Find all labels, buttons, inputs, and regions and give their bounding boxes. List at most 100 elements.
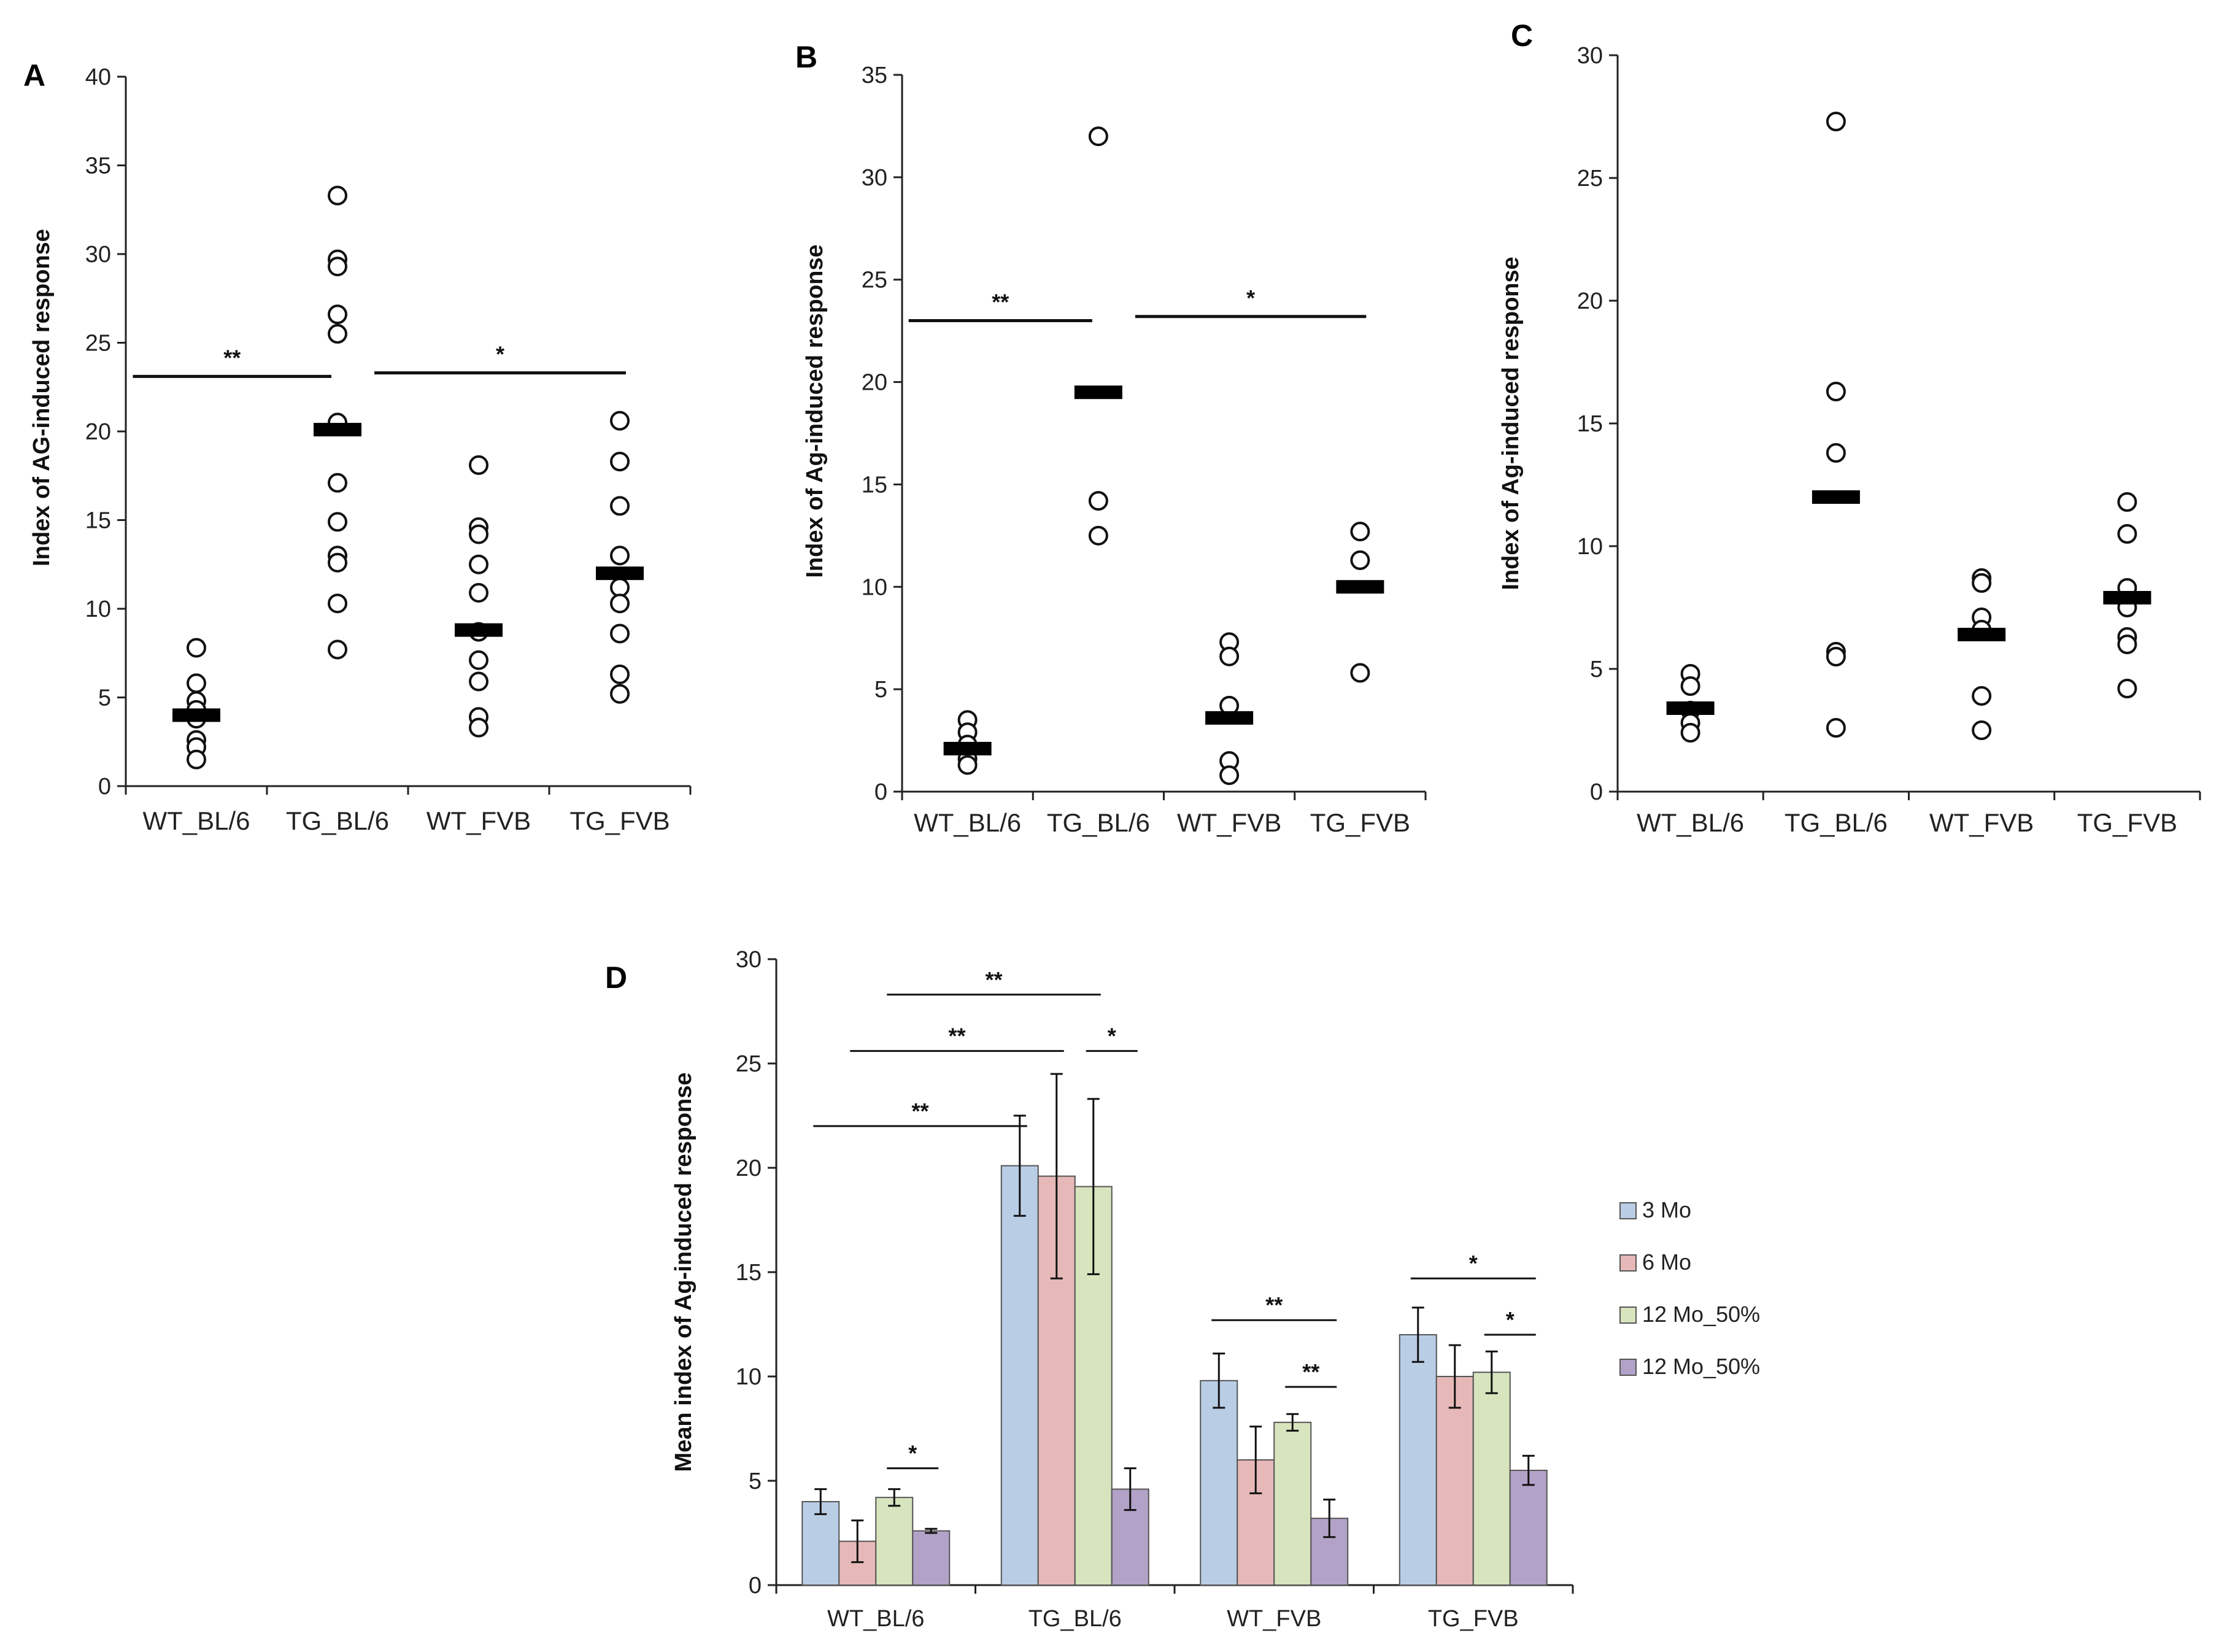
significance-label: ** [992,289,1009,314]
significance-label: ** [1265,1292,1283,1318]
data-point [610,411,630,431]
data-point [610,452,630,472]
median-bar [2103,591,2151,604]
data-point [1219,646,1240,666]
data-point [328,324,347,344]
x-tick-label: TG_FVB [2077,808,2177,837]
data-point [1826,443,1846,463]
bar [1472,1372,1511,1586]
x-tick-label: TG_BL/6 [1028,1606,1122,1632]
x-tick-label: TG_FVB [1310,808,1410,837]
significance-label: ** [985,967,1002,992]
bar [1509,1470,1548,1586]
y-tick-label: 10 [85,596,111,622]
legend-swatch [1619,1307,1637,1324]
y-axis-label: Index of AG-induced response [29,229,55,566]
significance-label: * [1506,1307,1515,1332]
bar [801,1501,840,1586]
y-tick-label: 25 [736,1051,762,1077]
data-point [610,577,630,598]
y-tick-label: 35 [862,63,887,88]
data-point [1350,663,1370,683]
bar [1435,1376,1474,1586]
panel-b: B 0 5 10 15 20 25 30 35 WT_BL/6 TG_BL/6 WT_FVB TG_FV… [795,40,1427,837]
data-point [1826,112,1846,131]
significance-label: * [1246,285,1255,311]
y-tick-label: 20 [862,370,887,396]
data-point [469,524,488,544]
data-point [1826,718,1846,738]
data-point [328,593,347,614]
significance-label: ** [911,1098,928,1124]
x-tick-label: TG_FVB [1428,1606,1519,1632]
y-tick-label: 10 [1577,534,1603,560]
panel-d: D 0 5 10 15 20 25 30 WT_BL/6 TG_BL/6 WT_FVB TG_FVB M… [605,947,1574,1632]
y-tick-label: 5 [874,677,887,703]
data-point [2117,679,2137,698]
significance-label: ** [948,1024,965,1049]
x-tick-label: WT_FVB [426,806,531,835]
data-point [1350,550,1370,570]
legend-label: 3 Mo [1642,1197,1691,1222]
median-bar [172,708,220,722]
data-point [1350,522,1370,542]
x-tick-label: WT_BL/6 [1637,808,1744,837]
y-tick-label: 0 [749,1573,762,1599]
y-tick-label: 40 [85,64,111,90]
y-tick-label: 15 [85,508,111,534]
panel-label: B [795,40,817,74]
data-point [328,185,347,206]
y-tick-label: 10 [862,574,887,600]
legend-label: 12 Mo_50% [1642,1302,1760,1327]
legend-swatch [1619,1254,1637,1272]
x-tick-label: WT_FVB [1177,808,1281,837]
bar [912,1530,951,1586]
median-bar [1666,701,1715,715]
data-point [610,664,630,684]
significance-label: ** [1302,1359,1319,1384]
y-axis-label: Index of Ag-induced response [802,244,828,577]
data-point [328,304,347,325]
data-point [2117,635,2137,654]
y-tick-label: 25 [85,331,111,357]
y-tick-label: 5 [98,685,111,711]
legend-swatch [1619,1359,1637,1376]
data-point [469,650,488,670]
panel-label: A [23,58,45,93]
legend-label: 12 Mo_50% [1642,1354,1760,1379]
data-point [1088,126,1108,147]
data-point [469,717,488,738]
data-point [610,593,630,614]
x-tick-label: WT_FVB [1929,808,2034,837]
x-tick-label: WT_FVB [1227,1606,1321,1632]
significance-label: * [1469,1251,1478,1276]
x-tick-label: WT_BL/6 [142,806,250,835]
median-bar [596,566,644,581]
data-point [328,639,347,660]
bar [1273,1421,1312,1586]
y-tick-label: 5 [1590,657,1603,682]
data-point [469,554,488,574]
median-bar [943,741,992,755]
data-point [1972,720,1992,740]
panel-c: C 0 5 10 15 20 25 30 WT_BL/6 TG_BL/6 WT_FVB TG_FVB I… [1498,18,2201,837]
panel-a: A 0 5 10 15 20 25 30 35 40 WT_BL/6 TG_BL/6 WT_FVB TG_… [23,58,692,835]
y-tick-label: 30 [85,242,111,268]
data-point [610,684,630,704]
data-point [187,673,206,693]
y-tick-label: 30 [1577,43,1603,69]
median-bar [314,423,361,437]
y-tick-label: 0 [874,779,887,805]
y-axis-label: Index of Ag-induced response [1498,257,1524,590]
data-point [1826,647,1846,666]
data-point [610,546,630,566]
data-point [1972,686,1992,706]
y-tick-label: 30 [862,165,887,191]
legend-label: 6 Mo [1642,1249,1691,1275]
legend: 3 Mo 6 Mo 12 Mo_50% 12 Mo_50% [1619,1197,1760,1379]
significance-label: * [908,1441,917,1466]
data-point [1972,573,1992,593]
legend-swatch [1619,1202,1637,1219]
data-point [328,552,347,573]
median-bar [1074,385,1122,399]
